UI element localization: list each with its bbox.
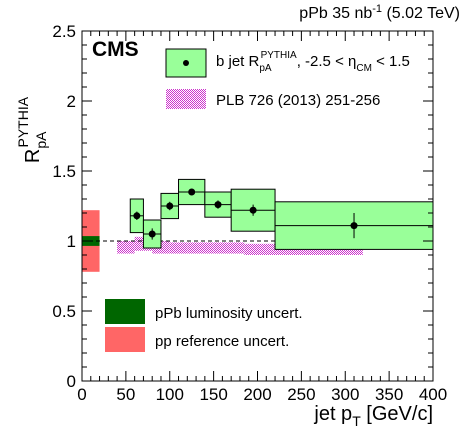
legend-marker-bjet xyxy=(183,60,189,66)
x-tick-label-100: 100 xyxy=(156,385,184,404)
top-label: pPb 35 nb-1 (5.02 TeV) xyxy=(299,3,460,22)
bjet-point-0 xyxy=(133,212,141,220)
plb-band-segment-5 xyxy=(213,242,245,254)
legend-bjet-sub1: pA xyxy=(259,63,272,74)
x-tick-label-350: 350 xyxy=(375,385,403,404)
y-tick-label-2_5: 2.5 xyxy=(52,22,76,41)
bjet-point-3 xyxy=(188,188,196,196)
legend-bjet-post: < 1.5 xyxy=(372,53,410,70)
bjet-point-4 xyxy=(214,201,222,209)
legend-swatch-lumi xyxy=(105,299,145,324)
bjet-point-5 xyxy=(249,206,257,214)
legend-bjet-sup1: PYTHIA xyxy=(261,50,297,61)
legend-label-bjet: b jet RpA PYTHIA, -2.5 < ηCM < 1.5 xyxy=(216,50,410,74)
top-label-main: pPb 35 nb xyxy=(299,5,372,22)
y-axis-title: RpAPYTHIA xyxy=(15,96,49,163)
y-tick-label-1: 1 xyxy=(67,232,76,251)
x-tick-label-250: 250 xyxy=(287,385,315,404)
x-tick-label-400: 400 xyxy=(419,385,447,404)
x-axis-title-sub: T xyxy=(352,413,361,429)
y-tick-label-1_5: 1.5 xyxy=(52,162,76,181)
x-tick-label-300: 300 xyxy=(331,385,359,404)
legend-label-ppref: pp reference uncert. xyxy=(155,333,289,350)
x-tick-label-50: 50 xyxy=(116,385,135,404)
y-tick-label-0_5: 0.5 xyxy=(52,302,76,321)
plb-band-segment-4 xyxy=(187,242,214,254)
legend-swatch-plb xyxy=(166,89,206,109)
y-axis-title-main: R xyxy=(22,149,44,163)
upper-legend: b jet RpA PYTHIA, -2.5 < ηCM < 1.5 PLB 72… xyxy=(165,48,410,109)
top-label-sup: -1 xyxy=(372,3,382,15)
plb-band-segment-6 xyxy=(244,243,276,255)
experiment-label: CMS xyxy=(92,38,139,61)
plot-area xyxy=(82,178,434,272)
y-tick-label-2: 2 xyxy=(67,92,76,111)
top-label-tail: (5.02 TeV) xyxy=(382,5,460,22)
axis-ticks: 0 50 100 150 200 250 300 350 400 0 0.5 1 1.5 2 2.5 xyxy=(52,22,447,404)
x-axis-title: jet pT [GeV/c] xyxy=(313,403,433,429)
bjet-point-6 xyxy=(350,222,358,230)
legend-bjet-mid: , -2.5 < η xyxy=(297,53,357,70)
x-tick-label-200: 200 xyxy=(243,385,271,404)
x-tick-label-0: 0 xyxy=(77,385,86,404)
plb-band-segment-3 xyxy=(169,242,188,254)
plb-band-segment-0 xyxy=(117,241,135,254)
y-axis-title-sup: PYTHIA xyxy=(15,96,31,147)
lower-legend: pPb luminosity uncert. pp reference unce… xyxy=(105,299,303,352)
y-tick-label-0: 0 xyxy=(67,372,76,391)
y-axis-title-sub: pA xyxy=(33,131,49,149)
legend-bjet-sub2: CM xyxy=(356,63,372,74)
x-tick-label-150: 150 xyxy=(199,385,227,404)
bjet-point-1 xyxy=(148,230,156,238)
bjet-point-2 xyxy=(166,202,174,210)
x-axis-title-tail: [GeV/c] xyxy=(361,403,433,425)
legend-swatch-ppref xyxy=(105,327,145,352)
legend-bjet-pre: b jet R xyxy=(216,53,260,70)
legend-label-lumi: pPb luminosity uncert. xyxy=(155,305,303,322)
legend-label-plb: PLB 726 (2013) 251-256 xyxy=(216,92,380,109)
x-axis-title-main: jet p xyxy=(313,403,352,425)
